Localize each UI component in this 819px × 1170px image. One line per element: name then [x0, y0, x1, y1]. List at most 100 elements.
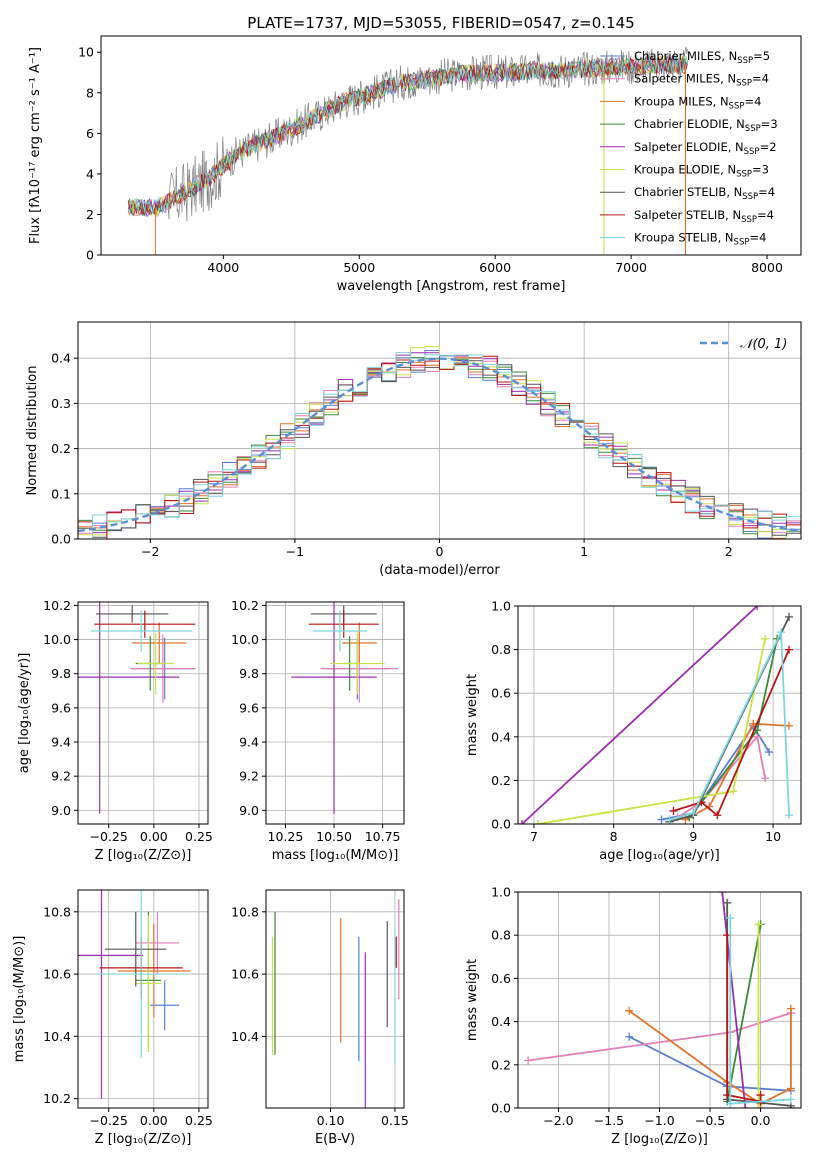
point-kroupa_elodie [137, 632, 174, 695]
data-layer [127, 46, 688, 255]
point-salpeter_elodie [78, 890, 143, 1099]
legend-entry: Kroupa ELODIE, NSSP=3 [600, 163, 769, 180]
legend-label-suffix: =2 [760, 140, 777, 154]
legend-label-sub: SSP [734, 238, 750, 248]
legend-label-sub: SSP [741, 215, 757, 225]
legend-label: Salpeter MILES, NSSP=4 [634, 72, 769, 89]
data-layer [291, 602, 399, 814]
y-tick-label: 0.0 [491, 1101, 511, 1116]
y-axis-label: mass weight [465, 959, 480, 1041]
axes-border [517, 605, 802, 825]
legend-label-main: Salpeter MILES, N [634, 72, 736, 86]
panel-mass_vs_ebv: 0.10 0.15 10.4 10.6 10.8 E(B-V) [231, 889, 409, 1147]
x-tick-label: 5000 [343, 260, 375, 275]
x-axis-label: Z [log₁₀(Z/Z⊙)] [611, 1132, 708, 1147]
panel-age_vs_Z: −0.25 0.00 0.25 9.0 9.2 9.4 9.6 9.8 10.0 10.2 Z [l… [17, 598, 213, 863]
series-marker [723, 898, 732, 907]
legend-label-main: Chabrier STELIB, N [634, 185, 742, 199]
series-marker [533, 820, 542, 824]
series-marker [785, 811, 794, 820]
x-tick-label: 6000 [479, 260, 511, 275]
data-layer [524, 892, 795, 1108]
series-marker [754, 1104, 763, 1108]
series-marker [524, 1056, 533, 1065]
legend-label: Chabrier ELODIE, NSSP=3 [634, 117, 778, 134]
point-kroupa_stelib [96, 890, 187, 1059]
legend-entry: Salpeter MILES, NSSP=4 [600, 72, 769, 89]
y-tick-label: 4 [86, 166, 94, 181]
plot-area [78, 602, 208, 824]
legend-label-sub: SSP [736, 170, 752, 180]
x-tick-label: −0.5 [695, 1113, 725, 1128]
legend-entry: Kroupa STELIB, NSSP=4 [600, 231, 766, 248]
y-tick-label: 10.8 [43, 904, 71, 919]
legend-label: Salpeter ELODIE, NSSP=2 [634, 140, 777, 157]
legend-label-suffix: =4 [744, 94, 761, 108]
legend-entry: Salpeter ELODIE, NSSP=2 [600, 140, 777, 157]
series-marker [785, 721, 794, 730]
axes-frame: 0.10 0.15 10.4 10.6 10.8 E(B-V) [231, 889, 409, 1147]
series-kroupa_stelib [665, 628, 794, 824]
x-tick-label: 0 [436, 544, 444, 559]
legend-label-suffix: =3 [761, 117, 778, 131]
axes-border [77, 601, 209, 825]
series-marker [753, 606, 762, 610]
y-tick-label: 10.2 [231, 598, 259, 613]
panel-weight_vs_Z: −2.0 −1.5 −1.0 −0.5 0.0 0.0 0.2 0.4 0.6 0.8 1.0 Z [… [465, 885, 802, 1147]
y-tick-label: 10.2 [43, 1091, 71, 1106]
x-tick-label: 0.15 [381, 1113, 409, 1128]
point-kroupa_miles [117, 924, 190, 1018]
x-tick-label: 0.25 [185, 1113, 213, 1128]
x-tick-label: 7000 [615, 260, 647, 275]
point-kroupa_elodie [330, 632, 385, 695]
x-axis-label: Z [log₁₀(Z/Z⊙)] [95, 848, 192, 863]
x-axis-label: (data-model)/error [379, 563, 500, 578]
series-salpeter_elodie [718, 892, 750, 1108]
legend-entry: Kroupa MILES, NSSP=4 [600, 94, 761, 111]
chart-title: PLATE=1737, MJD=53055, FIBERID=0547, z=0… [247, 14, 634, 32]
axes-border [265, 601, 405, 825]
axes-frame: 10.25 10.50 10.75 9.0 9.2 9.4 9.6 9.8 10.0 10.2 ma… [231, 598, 405, 863]
y-tick-label: 0.6 [491, 971, 511, 986]
series-marker [625, 1006, 634, 1015]
y-tick-label: 0.6 [491, 686, 511, 701]
series-line [721, 892, 747, 1108]
series-kroupa_elodie [754, 920, 763, 1108]
plot-area [266, 890, 404, 1108]
series-marker [726, 1099, 735, 1108]
series-marker [761, 774, 770, 783]
series-line [669, 631, 790, 821]
series-marker [786, 1095, 795, 1104]
legend-label: Chabrier STELIB, NSSP=4 [634, 185, 775, 202]
axes-frame: −2.0 −1.5 −1.0 −0.5 0.0 0.0 0.2 0.4 0.6 0.8 1.0 Z [… [465, 885, 802, 1147]
y-tick-label: 0.4 [491, 1014, 511, 1029]
x-tick-label: 8000 [751, 260, 783, 275]
point-salpeter_miles [135, 911, 180, 975]
y-axis-label: mass [log₁₀(M/M⊙)] [12, 936, 27, 1063]
y-tick-label: 0.4 [51, 351, 71, 366]
point-salpeter_elodie [291, 602, 377, 814]
legend-label-sub: SSP [745, 124, 761, 134]
x-axis-label: mass [log₁₀(M/M⊙)] [272, 848, 399, 863]
series-line [726, 924, 762, 1102]
legend-entry: Chabrier STELIB, NSSP=4 [600, 185, 775, 202]
data-layer [518, 606, 794, 824]
y-tick-label: 1.0 [491, 599, 511, 614]
x-tick-label: −0.25 [90, 1113, 128, 1128]
legend-label: 𝒩(0, 1) [740, 337, 787, 352]
x-tick-label: −2.0 [543, 1113, 573, 1128]
x-tick-label: 2 [725, 544, 733, 559]
x-tick-label: 0.25 [185, 829, 213, 844]
legend-label-sub: SSP [737, 56, 753, 66]
point-salpeter_stelib [94, 610, 196, 638]
y-tick-label: 6 [86, 126, 94, 141]
legend-label-suffix: =5 [753, 49, 770, 63]
series-marker [785, 612, 794, 621]
x-axis-label: wavelength [Angstrom, rest frame] [337, 279, 566, 294]
x-tick-label: −1.0 [644, 1113, 674, 1128]
x-tick-label: 10.25 [268, 829, 304, 844]
legend-label-main: Kroupa ELODIE, N [634, 163, 736, 177]
y-tick-label: 10.0 [231, 632, 259, 647]
model-spectrum-kroupa_stelib [127, 55, 688, 215]
